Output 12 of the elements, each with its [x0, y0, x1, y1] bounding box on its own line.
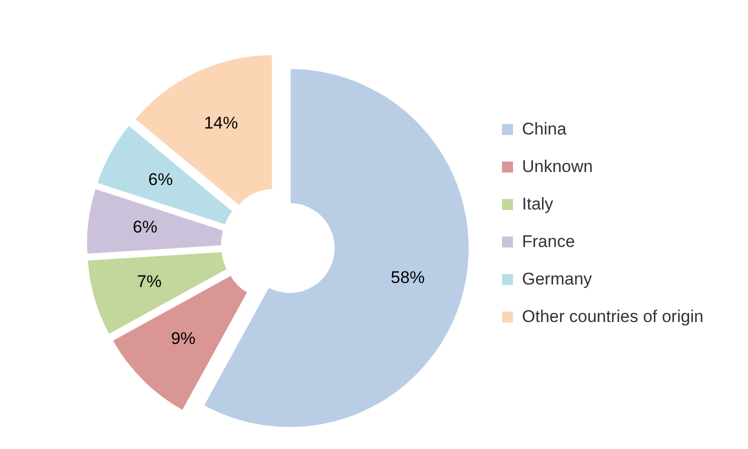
data-label: 6%	[148, 170, 173, 189]
legend-label: Germany	[522, 269, 592, 288]
data-label: 6%	[132, 218, 158, 237]
legend-label: China	[522, 119, 567, 138]
legend-label: Other countries of origin	[522, 306, 704, 326]
data-label: 58%	[390, 268, 425, 287]
data-label: 14%	[204, 113, 238, 132]
legend-label: France	[522, 232, 575, 251]
data-label: 9%	[170, 329, 196, 348]
legend-label: Italy	[522, 194, 554, 214]
data-label: 7%	[137, 272, 162, 291]
legend-label: Unknown	[522, 156, 593, 176]
